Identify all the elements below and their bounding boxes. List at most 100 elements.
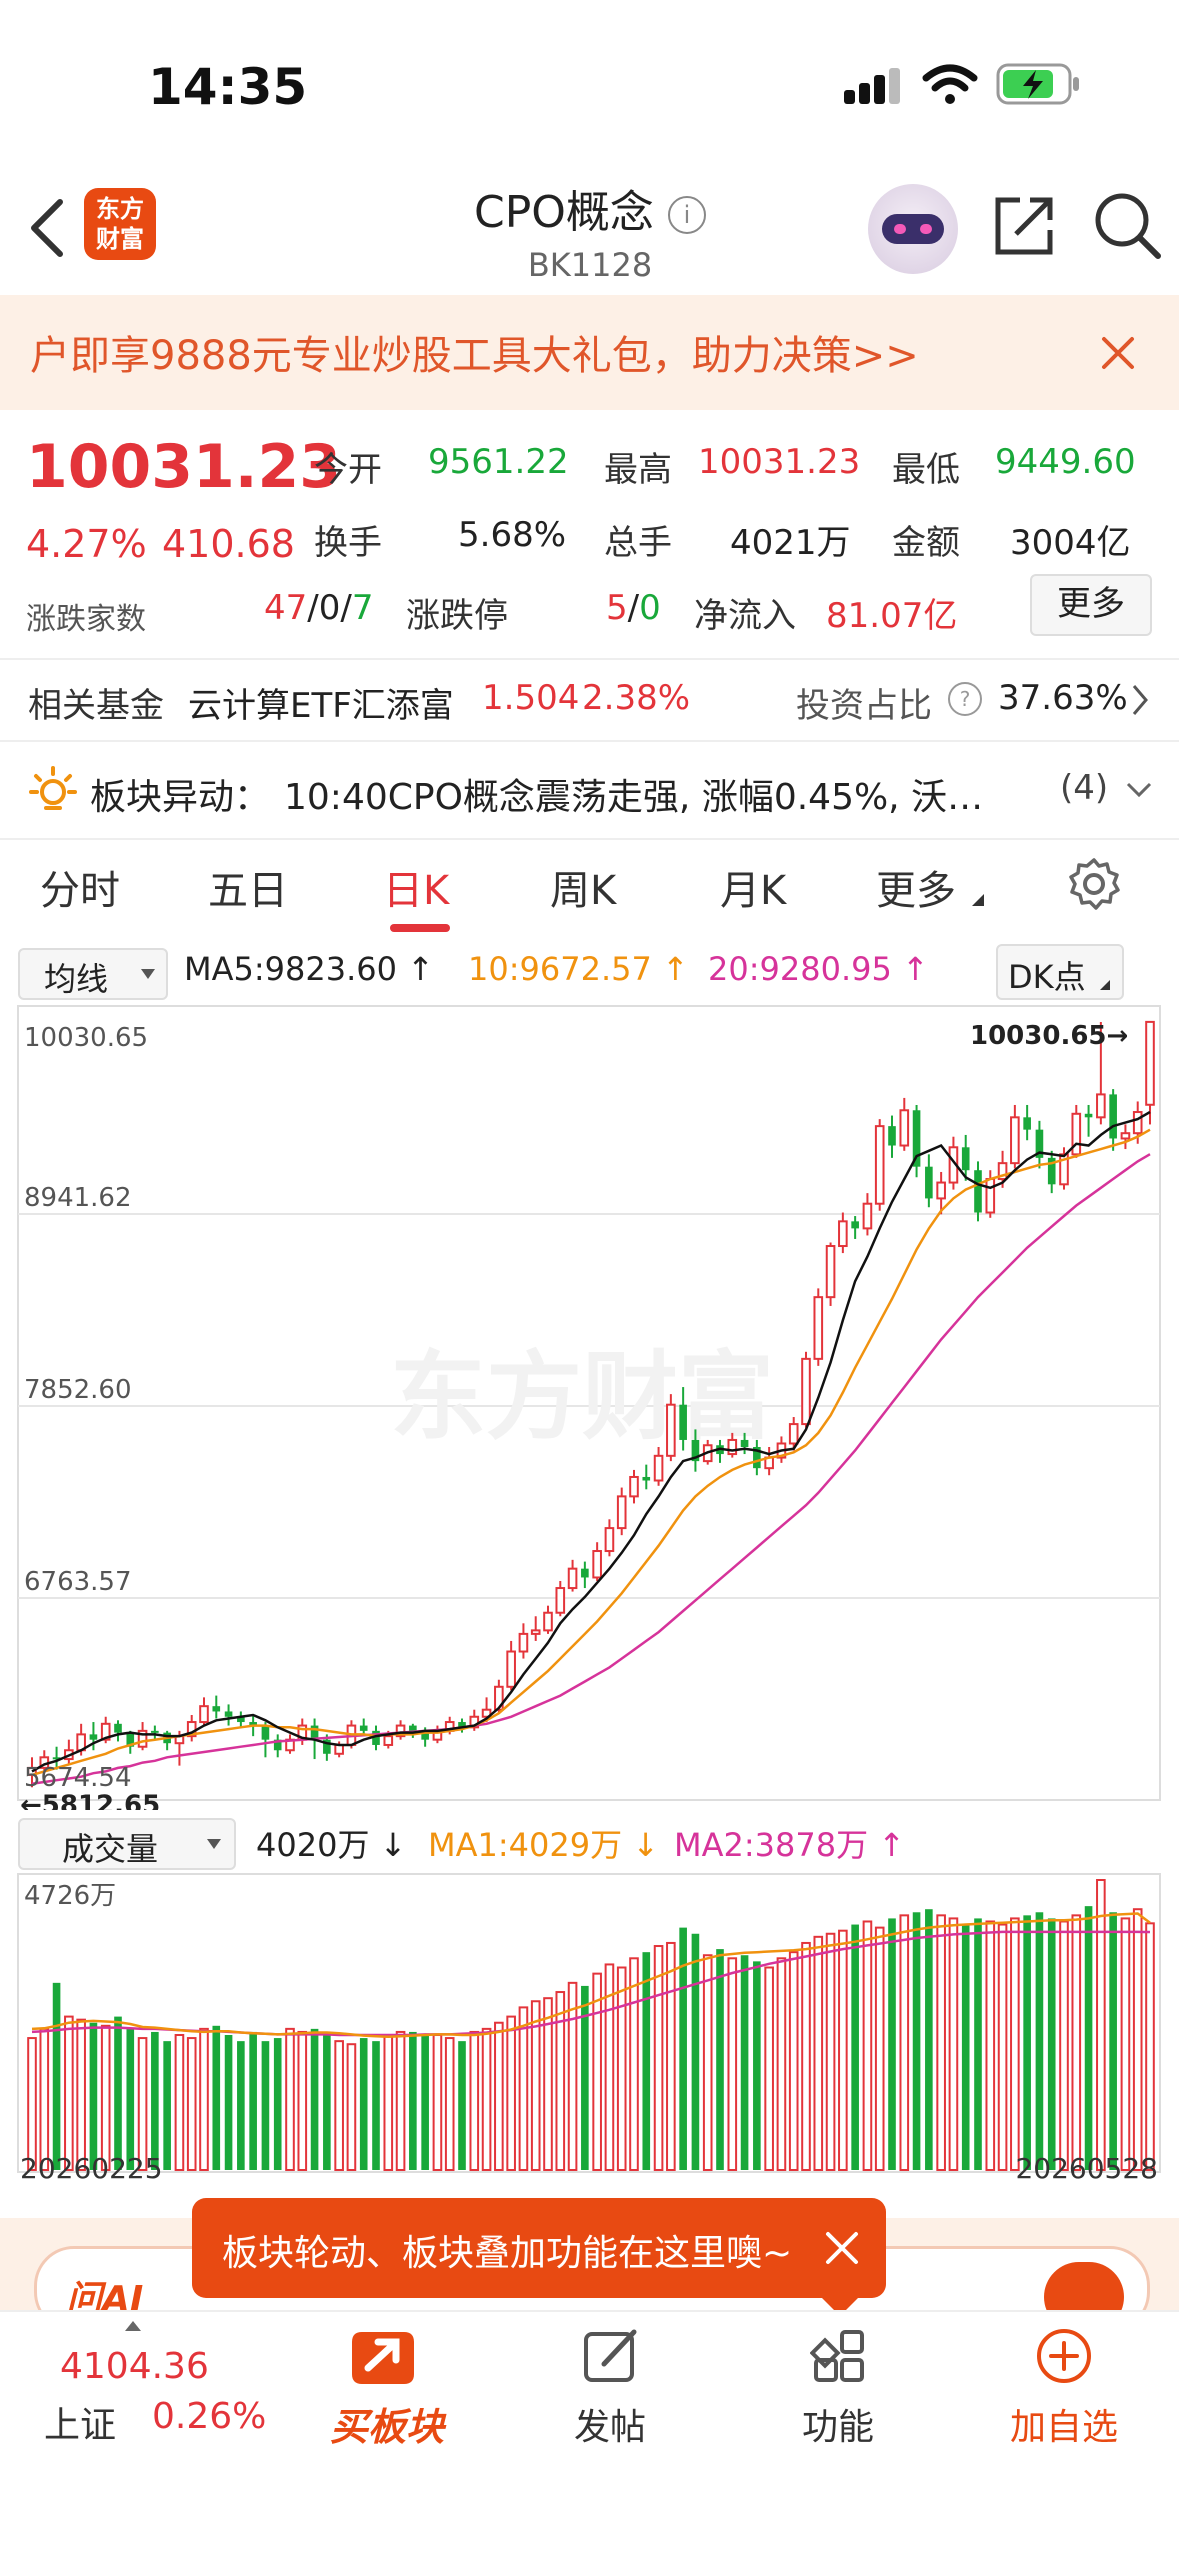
sector-alert-row[interactable]: 板块异动： 10:40CPO概念震荡走强, 涨幅0.45%, 沃… (4): [0, 742, 1179, 838]
price-tick-label: 7852.60: [24, 1375, 132, 1405]
volume-bar-up: [432, 2034, 443, 2171]
robot-avatar-icon[interactable]: [868, 184, 958, 274]
candle-body-up: [616, 1495, 627, 1530]
more-button[interactable]: 更多: [1030, 574, 1152, 636]
volume-chart[interactable]: 4726万 20260225 20260528: [0, 1870, 1179, 2180]
inflow-value: 81.07亿: [826, 596, 958, 636]
add-watchlist-button[interactable]: 加自选: [990, 2312, 1140, 2492]
post-button[interactable]: 发帖: [540, 2312, 680, 2492]
high-value: 10031.23: [698, 442, 861, 482]
volume-bar-up: [801, 1941, 811, 2172]
ma5-text: MA5:9823.60: [184, 950, 397, 988]
vol-ma2-text: MA2:3878万: [674, 1826, 869, 1864]
tab-more[interactable]: 更多: [876, 868, 956, 914]
volume-bar-down: [212, 2025, 221, 2170]
candle-body-down: [409, 1725, 417, 1731]
volume-moving-averages: [31, 1912, 1151, 2039]
candle-body-up: [629, 1475, 639, 1498]
search-icon[interactable]: [1092, 190, 1164, 262]
moving-averages: [31, 1110, 1151, 1785]
volume-bar-down: [163, 2041, 171, 2170]
volume-bar-down: [126, 2028, 135, 2170]
candle-body-up: [997, 1162, 1008, 1181]
volume-indicator-selector[interactable]: 成交量: [18, 1818, 236, 1870]
gear-icon[interactable]: [1066, 856, 1122, 912]
function-button[interactable]: 功能: [766, 2312, 906, 2492]
volume-bar-up: [948, 1917, 959, 2171]
candle-body-up: [653, 1454, 664, 1482]
volume-bar-up: [813, 1935, 824, 2171]
candle-body-up: [395, 1724, 406, 1738]
chevron-down-icon: [1126, 782, 1152, 798]
volume-bar-down: [273, 2038, 282, 2170]
vol-ma1-value: MA1:4029万 ↓: [428, 1826, 660, 1864]
turnover-value: 5.68%: [458, 515, 567, 555]
volume-value: 4020万 ↓: [256, 1826, 407, 1864]
volume-bar-down: [458, 2041, 466, 2170]
candle-body-up: [199, 1705, 209, 1724]
breadth-label: 涨跌家数: [26, 602, 146, 637]
volume-bar-up: [825, 1932, 836, 2171]
index-ticker[interactable]: 4104.36 上证 0.26%: [0, 2312, 270, 2492]
volume-bar-up: [1010, 1917, 1020, 2171]
volume-bar-up: [530, 2000, 541, 2171]
status-bar: 14:35: [0, 0, 1179, 170]
price-tick-label: 8941.62: [24, 1183, 132, 1213]
ma5-value: MA5:9823.60 ↑: [184, 950, 434, 988]
candle-body-down: [421, 1730, 429, 1740]
candle-body-down: [974, 1170, 982, 1213]
candle-body-down: [691, 1439, 700, 1462]
volume-bar-down: [581, 1985, 589, 2170]
ma10-line: [31, 1128, 1151, 1777]
volume-bar-down: [740, 1955, 749, 2170]
buy-sector-button[interactable]: 买板块: [300, 2312, 470, 2492]
index-pct: 0.26%: [152, 2396, 267, 2437]
breadth-flat: 0: [318, 588, 341, 628]
ratio-value: 37.63%: [998, 678, 1128, 718]
related-fund-row[interactable]: 相关基金 云计算ETF汇添富 1.504 2.38% 投资占比 ? 37.63%: [0, 660, 1179, 738]
volume-bar-up: [776, 1957, 787, 2172]
add-circle-icon: [1037, 2329, 1091, 2383]
logo-text-bottom: 财富: [96, 225, 144, 253]
tab-intraday[interactable]: 分时: [40, 868, 120, 914]
back-icon[interactable]: [22, 196, 72, 260]
tab-daily-k[interactable]: 日K: [383, 868, 450, 914]
volume-bar-down: [961, 1924, 970, 2170]
indicator-selector[interactable]: 均线: [18, 948, 168, 1000]
ratio-label: 投资占比: [796, 686, 932, 726]
tab-weekly-k[interactable]: 周K: [550, 868, 617, 914]
close-icon[interactable]: [1098, 333, 1138, 373]
volume-selector-label: 成交量: [62, 1830, 159, 1868]
alert-text: 10:40CPO概念震荡走强, 涨幅0.45%, 沃…: [284, 777, 984, 818]
divider: [0, 740, 1179, 742]
candle-body-up: [518, 1632, 529, 1653]
caret-up-icon: [125, 2321, 141, 2331]
info-icon[interactable]: i: [667, 196, 706, 234]
limit-up: 5: [606, 588, 628, 628]
share-icon[interactable]: [990, 192, 1058, 260]
promo-banner[interactable]: 户即享9888元专业炒股工具大礼包，助力决策>>: [0, 295, 1179, 410]
tab-monthly-k[interactable]: 月K: [720, 868, 787, 914]
volume-bar-up: [874, 1926, 885, 2172]
candle-body-down: [237, 1716, 245, 1723]
volume-bar-down: [151, 2031, 159, 2170]
candle-body-up: [383, 1735, 394, 1746]
volume-bar-up: [383, 2034, 394, 2171]
price-axis: 10030.65 8941.62 7852.60 6763.57 5674.54: [24, 1023, 148, 1793]
divider: [0, 658, 1179, 660]
chart-grid: [17, 1005, 1161, 1801]
volume-bar-down: [691, 1933, 700, 2170]
volume-bar-up: [285, 2027, 295, 2171]
tab-five-day[interactable]: 五日: [208, 868, 288, 914]
volume-bars: [27, 1879, 1155, 2172]
candle-body-up: [334, 1743, 344, 1755]
fund-pct: 2.38%: [582, 678, 691, 718]
open-value: 9561.22: [428, 442, 569, 482]
help-icon[interactable]: ?: [948, 682, 982, 716]
close-icon[interactable]: [822, 2228, 862, 2268]
buy-sector-icon: [352, 2332, 414, 2384]
volume-bar-up: [838, 1929, 848, 2172]
amount-label: 金额: [892, 523, 960, 563]
candlestick-chart[interactable]: 东方财富 10030.65 8941.62 7852.60 6763.57 5674.5…: [0, 1000, 1179, 1810]
dk-point-button[interactable]: DK点: [996, 944, 1124, 1000]
